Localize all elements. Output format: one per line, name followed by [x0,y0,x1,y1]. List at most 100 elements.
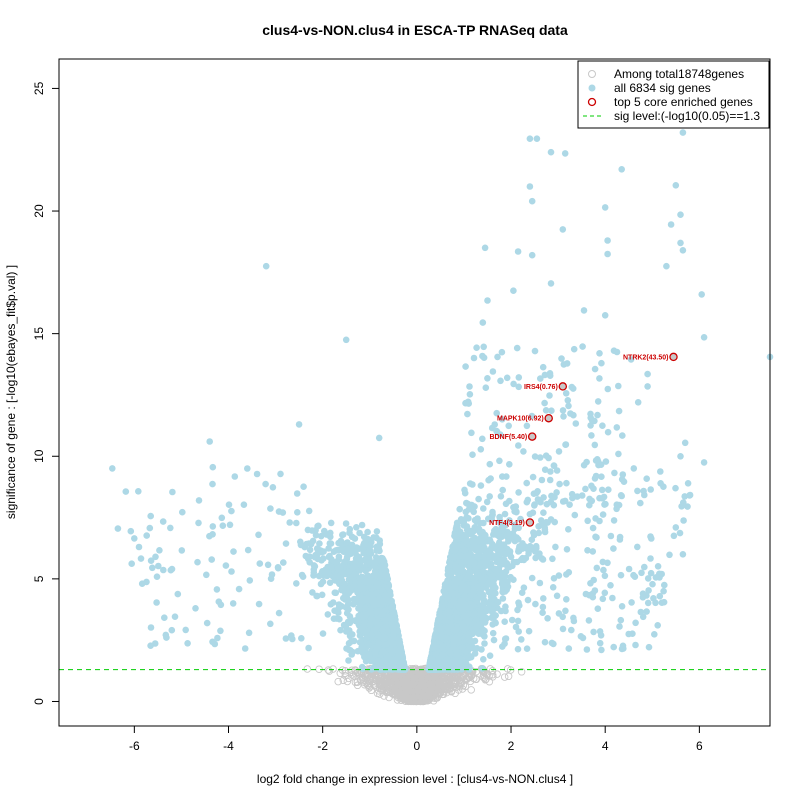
gene-point-sig [438,633,445,640]
gene-point-sig [355,605,362,612]
gene-point-sig [371,626,379,634]
gene-point-sig [345,589,353,597]
gene-point-nonsig [395,677,403,685]
gene-point-sig [366,620,374,628]
gene-point-sig [601,589,609,597]
gene-point-nonsig [329,665,337,673]
gene-point-sig [358,663,366,671]
gene-point-sig [461,592,469,599]
gene-point-sig [518,636,525,643]
gene-point-sig [517,515,524,523]
gene-point-sig [478,646,485,653]
gene-point-sig [358,521,366,529]
gene-point-sig [373,608,381,616]
gene-point-sig [340,621,348,629]
gene-point-sig [463,526,471,534]
gene-point-sig [471,524,479,531]
gene-point-sig [471,637,479,645]
gene-point-sig [375,546,383,553]
gene-point-sig [553,467,561,474]
gene-point-sig [463,537,470,544]
gene-point-sig [356,632,364,639]
gene-point-sig [384,584,392,591]
gene-point-sig [293,580,300,587]
gene-point-sig [504,583,512,590]
gene-point-sig [430,641,438,649]
gene-point-sig [447,569,455,577]
gene-point-sig [255,600,263,608]
gene-point-sig [599,511,607,518]
gene-point-sig [340,569,347,577]
gene-point-sig [453,626,460,634]
gene-point-nonsig [483,670,491,679]
gene-point-nonsig [458,685,467,693]
gene-point-sig [345,657,352,664]
gene-point-sig [179,508,186,516]
gene-point-sig [319,578,327,585]
gene-point-sig [324,611,332,618]
gene-point-sig [479,613,487,621]
gene-point-sig [335,546,343,554]
gene-point-nonsig [393,696,402,704]
gene-point-sig [507,573,514,581]
gene-point-sig [365,548,373,556]
gene-point-sig [510,532,518,540]
gene-point-sig [347,638,355,645]
gene-point-sig [610,643,617,651]
gene-point-sig [313,592,321,600]
gene-point-sig [477,629,485,636]
gene-point-sig [486,601,493,608]
gene-point-sig [496,513,503,521]
gene-point-sig [360,549,368,557]
gene-point-sig [338,576,346,584]
gene-point-sig [161,614,168,621]
gene-point-sig [459,624,467,631]
gene-point-sig [399,664,407,671]
gene-point-sig [339,531,346,539]
gene-point-sig [351,577,359,584]
gene-point-nonsig [375,690,384,698]
gene-point-sig [506,517,513,524]
gene-point-nonsig [364,679,373,688]
gene-point-sig [346,613,354,620]
gene-point-sig [388,604,395,612]
gene-point-sig [472,543,480,551]
gene-point-sig [501,510,509,518]
gene-point-sig [160,566,167,574]
gene-point-sig [146,524,154,532]
gene-point-sig [373,663,380,671]
gene-point-sig [609,594,616,602]
gene-point-sig [275,609,283,617]
gene-point-nonsig [372,672,380,681]
gene-point-sig [454,565,462,573]
gene-point-nonsig [412,668,420,677]
gene-point-nonsig [334,677,342,686]
gene-point-sig [474,553,482,561]
gene-point-sig [382,616,389,624]
gene-point-sig [492,590,499,597]
gene-point-sig [493,552,501,560]
gene-point-sig [460,518,468,526]
gene-point-sig [479,603,486,610]
gene-point-sig [318,591,326,599]
gene-point-sig [354,647,362,655]
gene-point-sig [381,571,389,579]
gene-point-nonsig [390,689,399,698]
gene-point-sig [524,596,532,604]
gene-point-sig [455,659,463,667]
gene-point-nonsig [403,690,412,699]
gene-point-sig [528,536,536,543]
gene-point-sig [109,465,116,472]
gene-point-sig [313,545,321,552]
gene-point-sig [373,534,380,542]
gene-point-nonsig [366,682,374,691]
gene-point-sig [571,511,579,519]
gene-point-sig [361,619,368,626]
gene-point-sig [471,610,478,617]
gene-point-nonsig [376,679,384,688]
gene-point-sig [346,529,353,537]
gene-point-sig [332,589,340,597]
gene-point-sig [439,604,446,611]
nonsig-points [303,664,526,706]
gene-point-sig [598,473,605,481]
